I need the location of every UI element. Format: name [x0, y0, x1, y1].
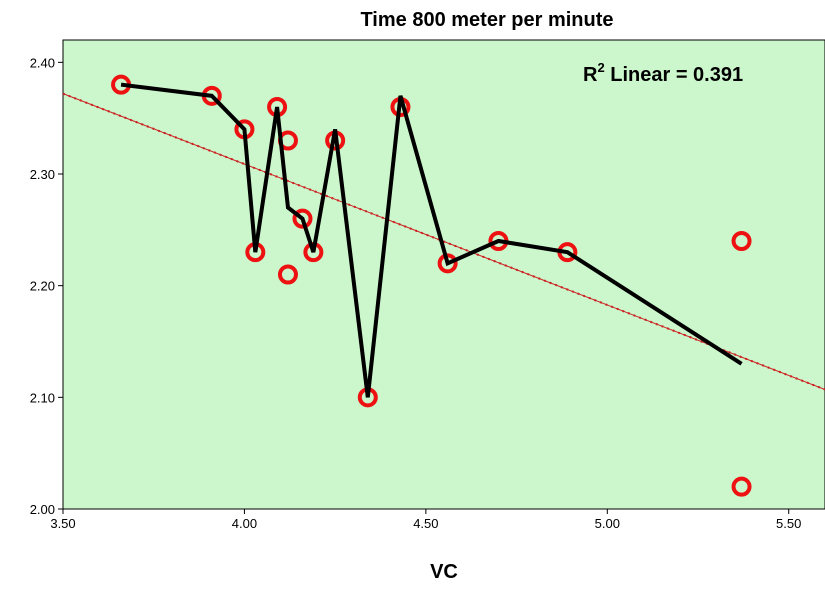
x-tick-label: 3.50: [50, 516, 75, 531]
y-tick-label: 2.00: [30, 502, 55, 517]
y-axis: 2.00 2.10 2.20 2.30 2.40: [30, 55, 63, 517]
y-tick-label: 2.20: [30, 279, 55, 294]
x-tick-label: 5.50: [776, 516, 801, 531]
x-axis-label: VC: [430, 561, 458, 583]
data-point: [277, 264, 298, 285]
r-squared-superscript: 2: [597, 60, 604, 75]
r-squared-annotation: R2 Linear = 0.391: [583, 60, 743, 86]
chart-title: Time 800 meter per minute: [360, 9, 613, 31]
data-point: [437, 253, 458, 274]
x-tick-label: 5.00: [595, 516, 620, 531]
y-tick-label: 2.10: [30, 390, 55, 405]
y-tick-label: 2.40: [30, 55, 55, 70]
x-tick-label: 4.50: [413, 516, 438, 531]
data-point: [731, 231, 752, 251]
x-axis: 3.50 4.00 4.50 5.00 5.50: [50, 509, 801, 531]
r-squared-value: Linear = 0.391: [605, 64, 743, 86]
linear-fit-line-base: [62, 93, 825, 390]
data-point: [292, 208, 313, 229]
connecting-line: [120, 82, 743, 398]
plot-area: [62, 39, 825, 510]
r-squared-prefix: R: [583, 64, 598, 86]
y-tick-label: 2.30: [30, 167, 55, 182]
data-point: [731, 476, 752, 497]
x-tick-label: 4.00: [232, 516, 257, 531]
